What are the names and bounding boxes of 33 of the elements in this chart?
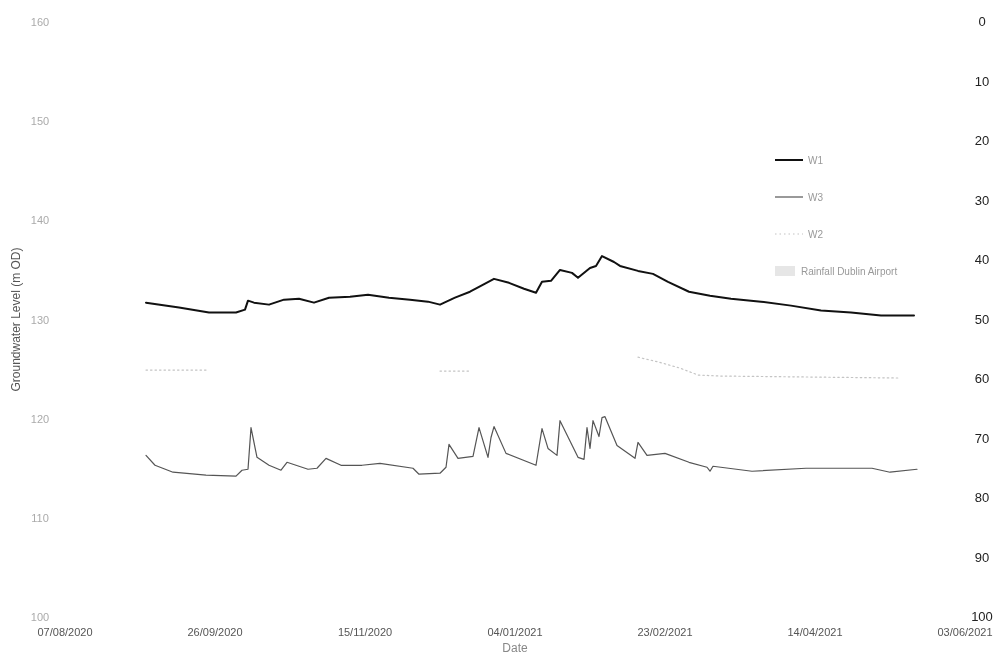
y-tick-label: 150: [30, 115, 50, 128]
y-axis-title: Groundwater Level (m OD): [9, 247, 23, 392]
y2-tick-label: 70: [974, 430, 990, 446]
x-tick-label: 14/04/2021: [787, 626, 843, 638]
legend-label: W3: [808, 192, 824, 203]
line-series: [145, 416, 918, 477]
y2-tick-label: 10: [974, 73, 990, 89]
y-tick-label: 110: [31, 511, 49, 524]
legend-label: W1: [808, 155, 824, 166]
y-tick-label: 130: [30, 313, 50, 326]
y2-tick-label: 80: [974, 490, 990, 505]
y2-tick-label: 30: [974, 192, 990, 208]
x-tick-label: 03/06/2021: [937, 626, 993, 638]
x-axis-title: Date: [502, 641, 528, 655]
x-tick-label: 26/09/2020: [187, 626, 243, 638]
line-series: [145, 255, 915, 317]
y-tick-label: 120: [30, 412, 50, 425]
y2-tick-label: 0: [978, 14, 986, 29]
y-tick-label: 140: [30, 214, 50, 227]
y2-tick-label: 60: [974, 371, 990, 386]
y2-tick-label: 100: [971, 609, 993, 624]
x-tick-label: 07/08/2020: [37, 626, 93, 638]
y2-tick-label: 20: [974, 133, 990, 148]
y2-tick-label: 90: [974, 549, 990, 565]
y2-tick-label: 40: [974, 252, 990, 267]
legend-label: Rainfall Dublin Airport: [801, 266, 898, 277]
legend-label: W2: [808, 229, 824, 240]
y2-tick-label: 50: [974, 311, 990, 327]
x-tick-label: 15/11/2020: [337, 626, 393, 638]
y-tick-label: 160: [30, 16, 50, 28]
x-tick-label: 23/02/2021: [637, 626, 693, 638]
x-tick-label: 04/01/2021: [487, 626, 543, 638]
y-tick-label: 100: [30, 611, 50, 623]
